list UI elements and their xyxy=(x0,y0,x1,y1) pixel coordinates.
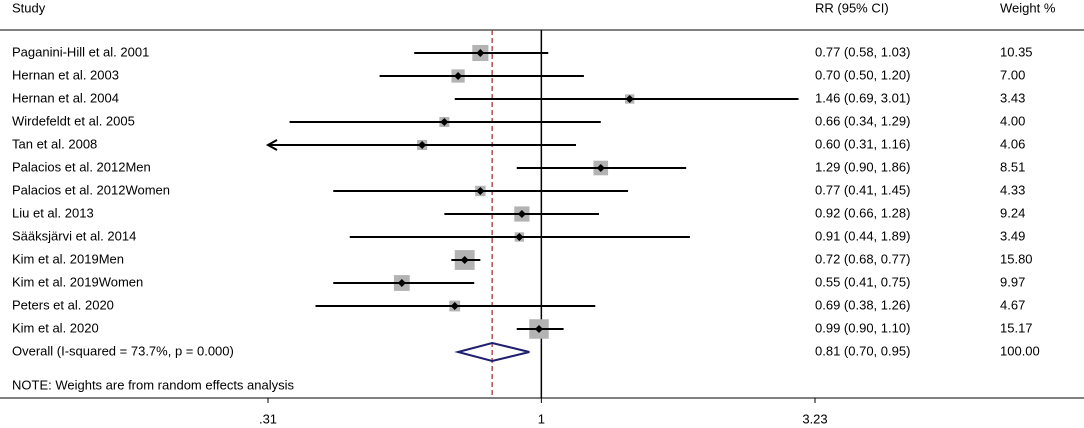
weight-label: 4.67 xyxy=(1000,297,1025,312)
header-study: Study xyxy=(12,0,46,15)
weight-label: 9.97 xyxy=(1000,274,1025,289)
study-name: Palacios et al. 2012Men xyxy=(12,159,151,174)
weight-label: 9.24 xyxy=(1000,205,1025,220)
header-ci: RR (95% CI) xyxy=(815,0,889,15)
weight-label: 10.35 xyxy=(1000,44,1033,59)
point-estimate xyxy=(517,210,526,218)
weight-label: 4.00 xyxy=(1000,113,1025,128)
weight-label: 3.43 xyxy=(1000,90,1025,105)
ci-label: 0.55 (0.41, 0.75) xyxy=(815,274,910,289)
study-name: Peters et al. 2020 xyxy=(12,297,114,312)
point-estimate xyxy=(397,279,406,287)
point-estimate xyxy=(515,233,524,241)
ci-label: 0.60 (0.31, 1.16) xyxy=(815,136,910,151)
ci-label: 1.46 (0.69, 3.01) xyxy=(815,90,910,105)
weight-label: 3.49 xyxy=(1000,228,1025,243)
ci-label: 0.81 (0.70, 0.95) xyxy=(815,343,910,358)
weight-label: 100.00 xyxy=(1000,343,1040,358)
study-name: Sääksjärvi et al. 2014 xyxy=(12,228,136,243)
weight-label: 7.00 xyxy=(1000,67,1025,82)
header-weight: Weight % xyxy=(1000,0,1056,15)
point-estimate xyxy=(440,118,449,126)
weight-label: 15.17 xyxy=(1000,320,1033,335)
study-name: Hernan et al. 2003 xyxy=(12,67,119,82)
study-name: Tan et al. 2008 xyxy=(12,136,97,151)
study-name: Paganini-Hill et al. 2001 xyxy=(12,44,149,59)
point-estimate xyxy=(460,256,469,264)
ci-label: 0.66 (0.34, 1.29) xyxy=(815,113,910,128)
point-estimate xyxy=(476,187,485,195)
point-estimate xyxy=(476,49,485,57)
study-name: Kim et al. 2019Men xyxy=(12,251,124,266)
weight-label: 8.51 xyxy=(1000,159,1025,174)
ci-label: 0.77 (0.58, 1.03) xyxy=(815,44,910,59)
point-estimate xyxy=(418,141,427,149)
point-estimate xyxy=(596,164,605,172)
ci-label: 0.72 (0.68, 0.77) xyxy=(815,251,910,266)
ci-label: 0.99 (0.90, 1.10) xyxy=(815,320,910,335)
ci-arrow xyxy=(265,139,278,151)
study-name: Wirdefeldt et al. 2005 xyxy=(12,113,135,128)
note: NOTE: Weights are from random effects an… xyxy=(12,377,295,392)
ci-label: 0.70 (0.50, 1.20) xyxy=(815,67,910,82)
study-name: Kim et al. 2019Women xyxy=(12,274,143,289)
overall-name: Overall (I-squared = 73.7%, p = 0.000) xyxy=(12,343,234,358)
weight-label: 4.33 xyxy=(1000,182,1025,197)
x-tick-label: .31 xyxy=(259,411,277,426)
study-name: Kim et al. 2020 xyxy=(12,320,99,335)
overall-diamond xyxy=(454,341,530,363)
x-tick-label: 3.23 xyxy=(802,411,827,426)
ci-label: 0.77 (0.41, 1.45) xyxy=(815,182,910,197)
ci-label: 0.92 (0.66, 1.28) xyxy=(815,205,910,220)
ci-label: 1.29 (0.90, 1.86) xyxy=(815,159,910,174)
ci-label: 0.91 (0.44, 1.89) xyxy=(815,228,910,243)
ci-label: 0.69 (0.38, 1.26) xyxy=(815,297,910,312)
x-tick-label: 1 xyxy=(538,411,545,426)
point-estimate xyxy=(454,72,463,80)
point-estimate xyxy=(535,325,544,333)
study-name: Liu et al. 2013 xyxy=(12,205,94,220)
point-estimate xyxy=(450,302,459,310)
study-name: Hernan et al. 2004 xyxy=(12,90,119,105)
point-estimate xyxy=(625,95,634,103)
weight-label: 15.80 xyxy=(1000,251,1033,266)
weight-label: 4.06 xyxy=(1000,136,1025,151)
study-name: Palacios et al. 2012Women xyxy=(12,182,170,197)
